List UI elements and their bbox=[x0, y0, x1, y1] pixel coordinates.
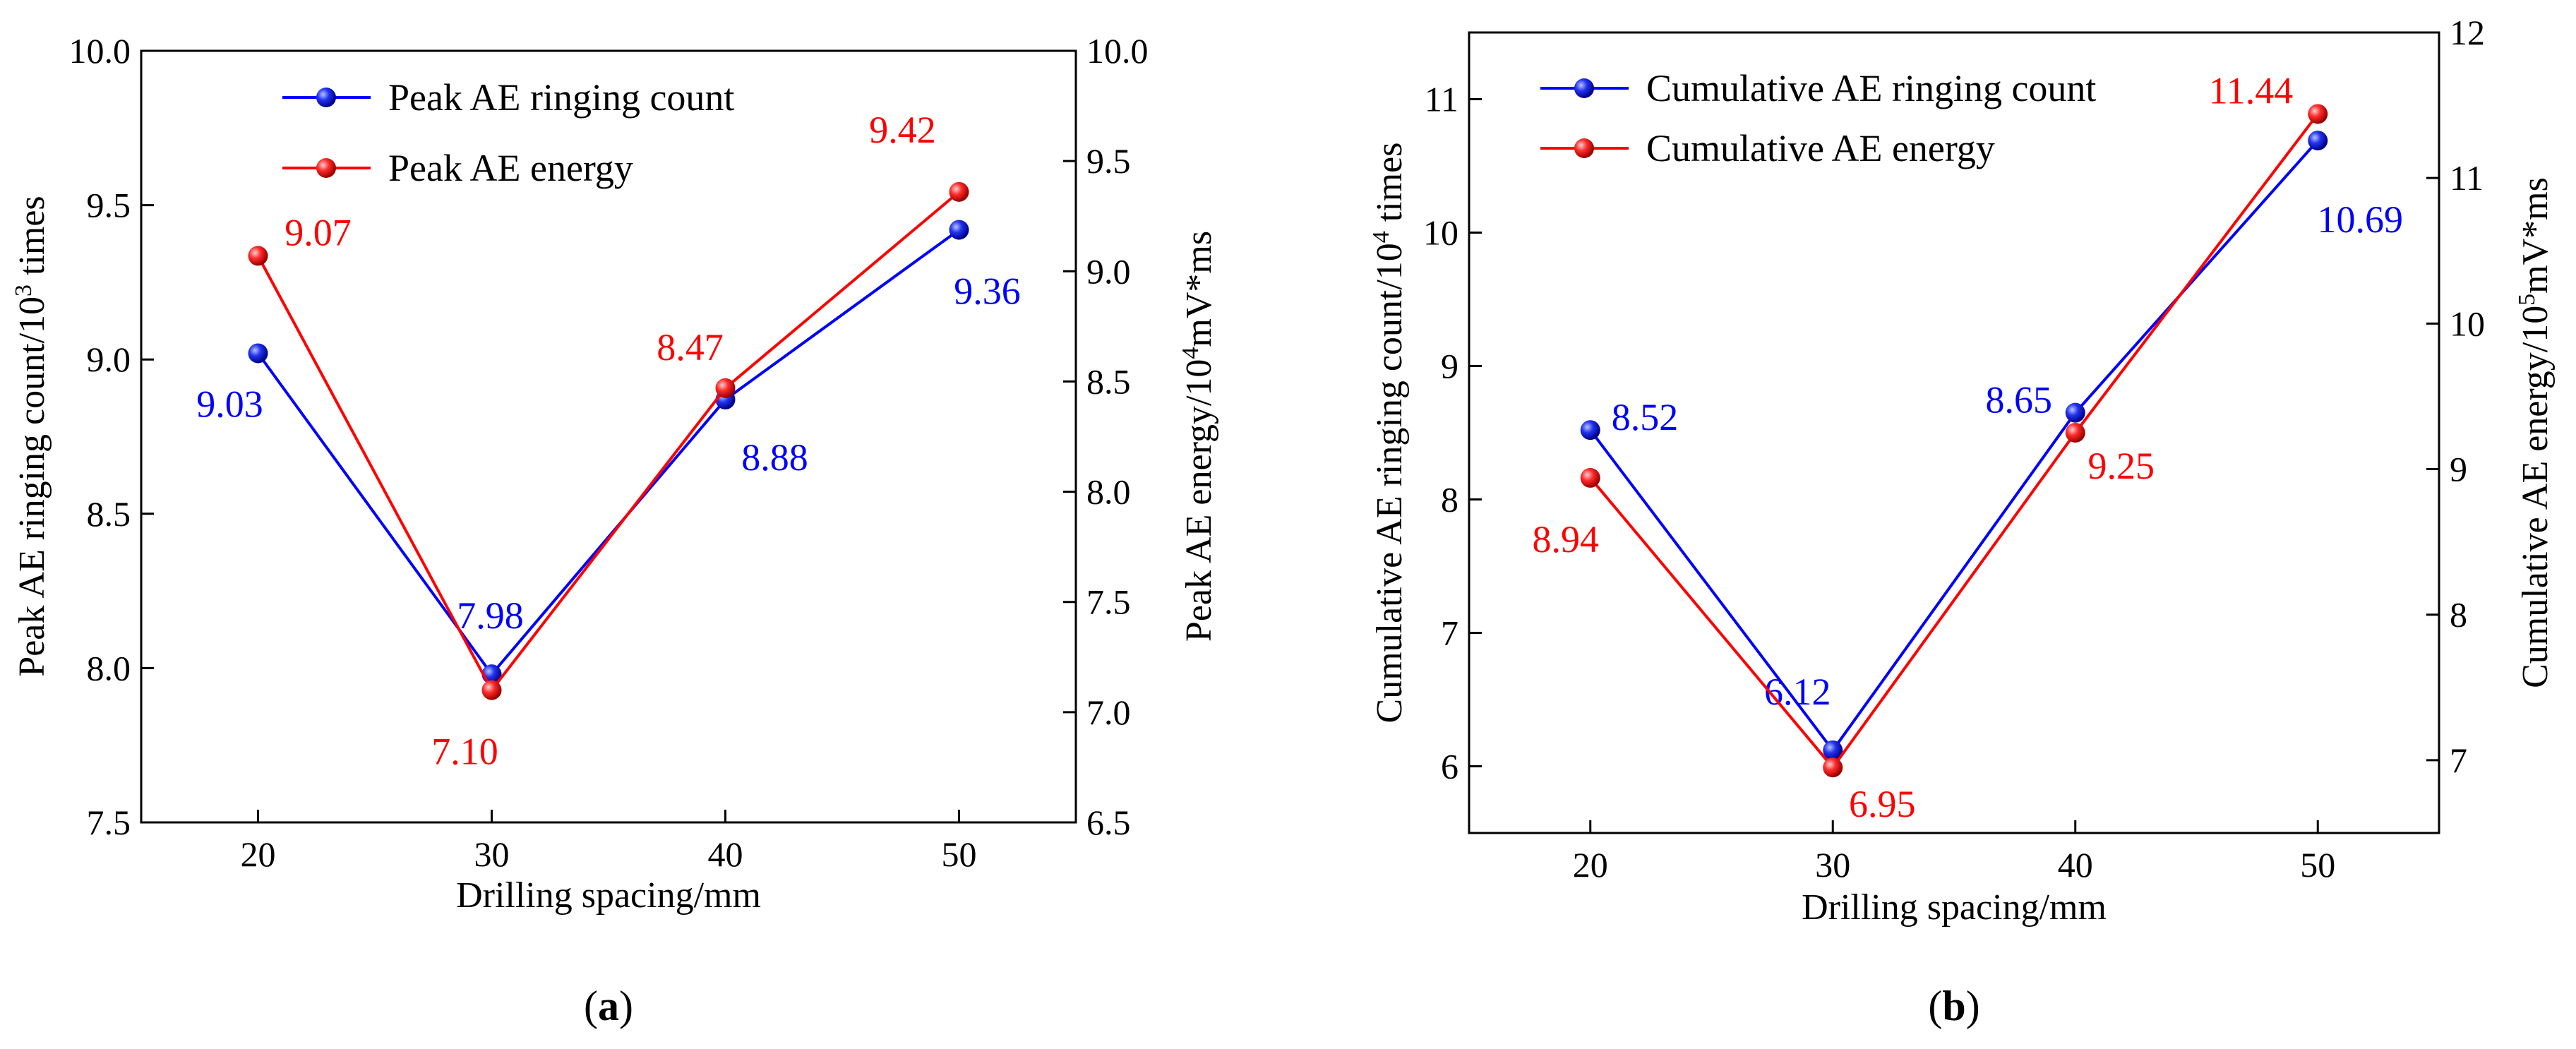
data-point bbox=[481, 680, 502, 700]
y-axis-left-label: Peak AE ringing count/103 times bbox=[11, 196, 53, 676]
y-left-tick-label: 8.0 bbox=[87, 648, 131, 688]
data-label: 7.10 bbox=[431, 731, 498, 773]
data-label: 8.65 bbox=[1986, 379, 2053, 421]
y-axis-left-label: Cumulative AE ringing count/104 times bbox=[1368, 143, 1410, 724]
data-point bbox=[2065, 402, 2085, 423]
y-axis-right-label: Peak AE energy/104mV*ms bbox=[1178, 231, 1220, 642]
data-label: 8.52 bbox=[1612, 396, 1679, 438]
data-label: 11.44 bbox=[2209, 69, 2294, 112]
x-tick-label: 40 bbox=[708, 834, 743, 874]
y-right-tick-label: 8 bbox=[2450, 595, 2467, 635]
data-point bbox=[715, 378, 736, 398]
y-right-tick-label: 7 bbox=[2450, 741, 2467, 780]
legend-swatch-marker bbox=[1574, 78, 1594, 98]
data-label: 10.69 bbox=[2318, 198, 2404, 241]
data-label: 9.42 bbox=[869, 109, 936, 151]
data-point bbox=[949, 220, 969, 240]
y-left-tick-label: 7 bbox=[1441, 613, 1458, 653]
legend-swatch-marker bbox=[316, 158, 336, 178]
x-tick-label: 20 bbox=[1573, 845, 1608, 885]
data-label: 9.36 bbox=[954, 270, 1021, 313]
legend-entry: Cumulative AE energy bbox=[1646, 127, 1995, 169]
x-tick-label: 50 bbox=[942, 834, 977, 874]
legend-entry: Peak AE ringing count bbox=[388, 76, 734, 119]
y-right-tick-label: 7.5 bbox=[1086, 582, 1131, 622]
y-right-tick-label: 10 bbox=[2450, 304, 2485, 343]
chart-panel-b: 20 30 40 50 6 7 8 9 10 11 7 8 9 10 11 12 8.52 6.12 8.65 10.… bbox=[1368, 13, 2556, 1029]
data-point bbox=[949, 181, 969, 202]
y-right-tick-label: 11 bbox=[2450, 158, 2484, 198]
data-label: 8.88 bbox=[741, 436, 808, 479]
x-tick-label: 20 bbox=[241, 834, 276, 874]
x-tick-label: 30 bbox=[1815, 845, 1850, 885]
legend-swatch-marker bbox=[316, 88, 336, 107]
y-left-tick-label: 10 bbox=[1423, 213, 1458, 253]
y-left-tick-label: 7.5 bbox=[87, 803, 131, 842]
plot-frame bbox=[140, 49, 1077, 824]
chart-panel-a: 20 30 40 50 7.5 8.0 8.5 9.0 9.5 10.0 6.5 7.0 7.5 8.0 8… bbox=[11, 31, 1220, 1029]
data-label: 9.07 bbox=[284, 211, 352, 253]
y-right-tick-label: 6.5 bbox=[1086, 803, 1131, 842]
legend-swatch-marker bbox=[1574, 138, 1594, 158]
x-tick-label: 50 bbox=[2300, 845, 2335, 885]
data-point bbox=[1823, 757, 1843, 778]
data-label: 6.95 bbox=[1849, 783, 1916, 825]
data-point bbox=[248, 343, 268, 364]
data-point bbox=[1580, 467, 1600, 488]
legend-entry: Peak AE energy bbox=[388, 147, 633, 189]
y-right-tick-label: 9 bbox=[2450, 450, 2467, 489]
data-label: 8.94 bbox=[1533, 518, 1600, 561]
y-right-tick-label: 10.0 bbox=[1086, 31, 1149, 71]
y-right-tick-label: 12 bbox=[2450, 13, 2485, 52]
x-axis-label: Drilling spacing/mm bbox=[1802, 887, 2107, 928]
x-tick-label: 40 bbox=[2058, 845, 2093, 885]
x-tick-label: 30 bbox=[474, 834, 510, 874]
plot-frame bbox=[1468, 31, 2440, 834]
y-left-tick-label: 6 bbox=[1441, 747, 1458, 786]
panel-caption: (b) bbox=[1928, 983, 1979, 1029]
data-label: 8.47 bbox=[657, 326, 724, 368]
data-point bbox=[2065, 423, 2085, 443]
data-point bbox=[1823, 740, 1843, 760]
legend-entry: Cumulative AE ringing count bbox=[1646, 67, 2096, 109]
y-right-tick-label: 8.0 bbox=[1086, 472, 1131, 512]
data-label: 9.03 bbox=[196, 383, 263, 425]
y-left-tick-label: 11 bbox=[1425, 80, 1458, 119]
data-point bbox=[2308, 104, 2328, 124]
y-left-tick-label: 9 bbox=[1441, 347, 1458, 386]
data-label: 6.12 bbox=[1764, 671, 1831, 713]
panel-caption: (a) bbox=[584, 983, 633, 1029]
y-left-tick-label: 9.5 bbox=[87, 186, 131, 225]
y-right-tick-label: 7.0 bbox=[1086, 693, 1131, 732]
data-point bbox=[248, 246, 268, 266]
data-label: 7.98 bbox=[457, 594, 524, 637]
y-axis-right-label: Cumulative AE energy/105mV*ms bbox=[2514, 177, 2556, 688]
y-left-tick-label: 10.0 bbox=[69, 31, 131, 71]
y-right-tick-label: 8.5 bbox=[1086, 361, 1131, 401]
series-line bbox=[1589, 139, 2319, 753]
data-label: 9.25 bbox=[2088, 445, 2155, 487]
x-axis-label: Drilling spacing/mm bbox=[456, 875, 761, 916]
series-line bbox=[1589, 113, 2319, 770]
y-left-tick-label: 8 bbox=[1441, 480, 1458, 520]
y-left-tick-label: 8.5 bbox=[87, 494, 131, 534]
y-left-tick-label: 9.0 bbox=[87, 340, 131, 379]
data-point bbox=[2308, 131, 2328, 151]
data-point bbox=[1580, 420, 1600, 440]
y-right-tick-label: 9.5 bbox=[1086, 141, 1131, 181]
series-line bbox=[256, 191, 960, 693]
y-right-tick-label: 9.0 bbox=[1086, 251, 1131, 291]
